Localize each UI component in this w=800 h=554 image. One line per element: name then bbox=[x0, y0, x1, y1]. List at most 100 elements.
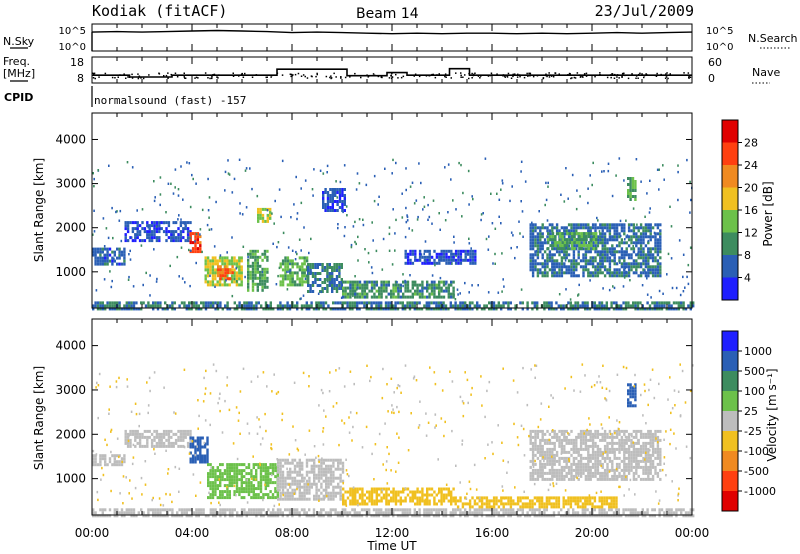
nave-dot bbox=[111, 76, 114, 79]
range-cell bbox=[651, 247, 655, 251]
range-cell bbox=[615, 511, 618, 515]
range-speckle bbox=[405, 188, 407, 192]
range-cell bbox=[629, 304, 632, 308]
range-cell bbox=[189, 432, 192, 436]
nave-dot bbox=[131, 73, 133, 76]
range-cell bbox=[509, 502, 513, 506]
range-cell bbox=[438, 292, 441, 296]
range-cell bbox=[96, 250, 100, 254]
range-cell bbox=[219, 268, 222, 272]
range-cell bbox=[428, 249, 431, 253]
nave-dot bbox=[656, 72, 658, 75]
range-speckle bbox=[375, 281, 378, 284]
range-cell bbox=[591, 262, 595, 266]
range-cell bbox=[380, 289, 383, 293]
range-cell bbox=[660, 301, 664, 305]
range-cell bbox=[531, 238, 535, 242]
range-cell bbox=[414, 249, 417, 253]
range-cell bbox=[560, 508, 563, 512]
range-speckle bbox=[346, 214, 348, 217]
range-cell bbox=[101, 514, 104, 518]
range-cell bbox=[636, 304, 640, 308]
range-cell bbox=[663, 301, 666, 305]
range-speckle bbox=[303, 226, 305, 229]
range-cell bbox=[108, 508, 112, 512]
range-cell bbox=[228, 484, 231, 488]
range-cell bbox=[106, 250, 109, 254]
range-cell bbox=[118, 247, 121, 251]
range-cell bbox=[454, 499, 457, 503]
range-cell bbox=[144, 514, 148, 518]
range-speckle bbox=[356, 288, 358, 291]
range-cell bbox=[572, 508, 575, 512]
range-cell bbox=[438, 261, 441, 265]
range-cell bbox=[627, 514, 630, 518]
range-cell bbox=[214, 283, 217, 287]
range-cell bbox=[314, 275, 317, 278]
range-cell bbox=[256, 282, 259, 286]
range-cell bbox=[293, 497, 297, 501]
range-speckle bbox=[405, 220, 408, 224]
range-cell bbox=[397, 499, 400, 503]
range-cell bbox=[250, 508, 253, 512]
range-cell bbox=[358, 286, 362, 290]
range-cell bbox=[326, 209, 330, 212]
range-cell bbox=[120, 463, 124, 467]
range-cell bbox=[539, 474, 542, 478]
range-cell bbox=[252, 496, 255, 500]
range-cell bbox=[134, 435, 137, 439]
range-cell bbox=[196, 439, 200, 443]
range-cell bbox=[587, 244, 591, 248]
range-cell bbox=[240, 472, 243, 476]
range-cell bbox=[416, 307, 419, 311]
range-cell bbox=[492, 514, 496, 518]
range-cell bbox=[561, 235, 564, 239]
range-cell bbox=[211, 277, 215, 281]
range-cell bbox=[411, 490, 414, 494]
range-cell bbox=[584, 223, 588, 227]
nave-dot bbox=[477, 75, 480, 77]
range-cell bbox=[433, 490, 436, 494]
nave-dot bbox=[621, 75, 623, 77]
range-cell bbox=[214, 472, 217, 476]
range-cell bbox=[644, 265, 648, 269]
range-cell bbox=[166, 307, 169, 311]
freq-tick-bottom: 8 bbox=[77, 72, 84, 85]
range-cell bbox=[321, 269, 324, 272]
range-cell bbox=[339, 467, 342, 471]
range-cell bbox=[332, 508, 335, 512]
range-cell bbox=[447, 295, 450, 299]
range-cell bbox=[552, 496, 556, 500]
range-cell bbox=[155, 239, 159, 243]
range-speckle bbox=[392, 208, 394, 211]
range-cell bbox=[594, 223, 597, 227]
range-cell bbox=[543, 268, 547, 272]
range-speckle bbox=[188, 248, 190, 252]
range-cell bbox=[269, 301, 272, 305]
range-cell bbox=[226, 478, 229, 482]
range-cell bbox=[454, 249, 458, 253]
range-cell bbox=[339, 458, 342, 462]
range-cell bbox=[554, 244, 557, 248]
range-cell bbox=[608, 508, 611, 512]
range-cell bbox=[457, 258, 460, 262]
range-cell bbox=[411, 496, 414, 500]
range-cell bbox=[563, 229, 566, 233]
range-cell bbox=[387, 304, 390, 308]
range-cell bbox=[351, 286, 354, 290]
range-cell bbox=[600, 514, 604, 518]
range-cell bbox=[238, 478, 241, 482]
range-speckle bbox=[591, 183, 593, 187]
range-cell bbox=[148, 239, 151, 243]
range-cell bbox=[346, 514, 349, 518]
range-cell bbox=[654, 241, 657, 245]
range-cell bbox=[659, 256, 662, 260]
range-cell bbox=[551, 274, 554, 278]
range-cell bbox=[235, 463, 239, 467]
range-cell bbox=[534, 447, 537, 451]
range-cell bbox=[659, 223, 662, 227]
range-cell bbox=[94, 301, 97, 305]
range-cell bbox=[327, 511, 330, 515]
range-cell bbox=[320, 514, 323, 518]
range-cell bbox=[387, 514, 390, 518]
